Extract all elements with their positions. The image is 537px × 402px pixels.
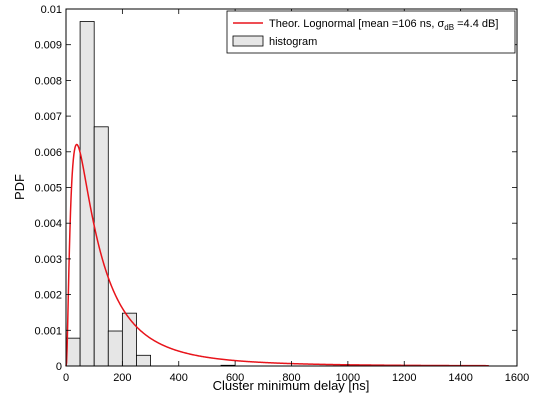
legend-bar-swatch: [232, 35, 264, 47]
y-tick-label: 0.01: [41, 4, 62, 16]
x-tick-label: 1400: [448, 372, 472, 384]
y-tick-label: 0.007: [34, 111, 62, 123]
y-tick-label: 0.009: [34, 40, 62, 52]
y-axis-label: PDF: [12, 174, 27, 200]
histogram-bar: [79, 21, 95, 367]
y-tick-label: 0.005: [34, 183, 62, 195]
legend-box: [226, 10, 516, 54]
plot-frame: [65, 8, 518, 367]
legend: Theor. Lognormal [mean =106 ns, σdB =4.4…: [226, 10, 516, 54]
y-tick-label: 0: [56, 361, 62, 373]
x-tick-label: 600: [226, 372, 244, 384]
y-tick-label: 0.008: [34, 75, 62, 87]
y-tick-label: 0.006: [34, 147, 62, 159]
histogram-bar: [121, 312, 137, 367]
histogram-bar: [93, 126, 109, 367]
x-tick-label: 200: [113, 372, 131, 384]
legend-histogram-label: histogram: [269, 36, 317, 48]
x-tick-label: 800: [282, 372, 300, 384]
plot-area: [66, 9, 517, 366]
histogram-bar: [65, 337, 81, 367]
lognormal-curve: [65, 143, 489, 367]
x-tick-label: 1200: [392, 372, 416, 384]
x-tick-label: 1600: [505, 372, 529, 384]
y-tick-label: 0.003: [34, 254, 62, 266]
y-tick-label: 0.001: [34, 325, 62, 337]
histogram-bars: [65, 21, 377, 367]
legend-lognormal-label: Theor. Lognormal [mean =106 ns, σdB =4.4…: [269, 18, 498, 32]
x-axis-label: Cluster minimum delay [ns]: [213, 378, 370, 393]
x-tick-label: 0: [63, 372, 69, 384]
y-tick-label: 0.004: [34, 218, 62, 230]
x-tick-labels: 0 200 400 600 800 1000 1200 1400 1600: [63, 372, 529, 384]
x-tick-label: 400: [170, 372, 188, 384]
histogram-bar: [107, 330, 123, 367]
histogram-bar: [136, 354, 151, 367]
y-tick-label: 0.002: [34, 290, 62, 302]
y-tick-labels: 0 0.001 0.002 0.003 0.004 0.005 0.006 0.007 0.00…: [34, 4, 62, 373]
x-tick-label: 1000: [336, 372, 360, 384]
